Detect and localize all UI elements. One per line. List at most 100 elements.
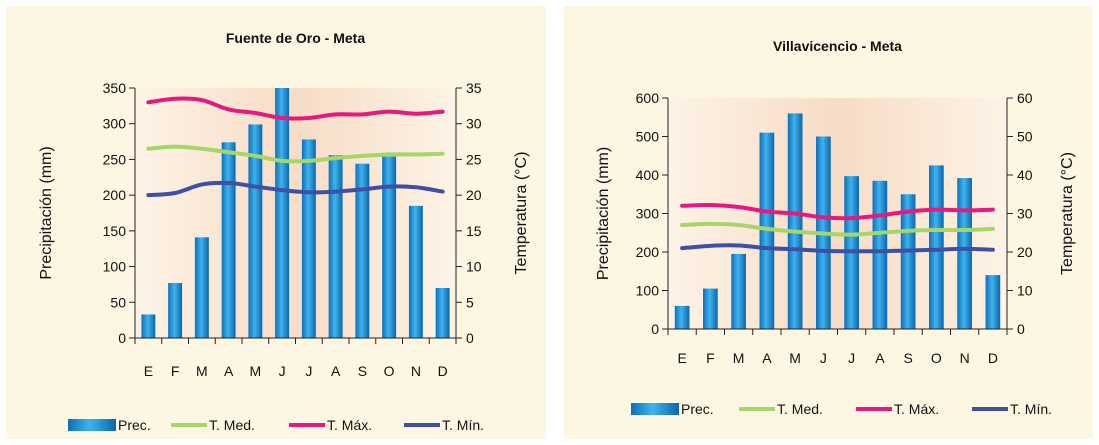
- left-tick-label: 50: [110, 294, 126, 310]
- legend-label-prec: Prec.: [118, 417, 151, 433]
- left-tick-label: 100: [103, 259, 127, 275]
- line-t-med: [146, 144, 445, 164]
- chart-title: Fuente de Oro - Meta: [226, 30, 365, 46]
- chart-svg: Fuente de Oro - Meta05010015020025030035…: [38, 30, 530, 433]
- chart-svg: Villavicencio - Meta 0 100 200 300 400 500 600 0…: [595, 38, 1076, 417]
- x-tick-label: O: [384, 363, 395, 379]
- right-tick-label: 30: [1017, 206, 1033, 222]
- precip-bar-11: [957, 178, 972, 329]
- plot-area: [668, 98, 1007, 329]
- line-t-med: [680, 221, 995, 237]
- left-tick-label: 200: [636, 244, 660, 260]
- x-tick-label: A: [762, 350, 772, 366]
- left-tick-label: 350: [103, 80, 127, 96]
- left-tick-label: 250: [103, 151, 127, 167]
- precip-bar-5: [248, 124, 263, 338]
- precip-bar-2: [703, 288, 718, 329]
- right-tick-label: 20: [1017, 244, 1033, 260]
- x-tick-label: J: [820, 350, 827, 366]
- legend-swatch-t-med: [171, 423, 207, 427]
- legend-label-t-max: T. Máx.: [327, 417, 372, 433]
- x-tick-label: N: [411, 363, 421, 379]
- left-tick-label: 600: [636, 90, 660, 106]
- chart-panel-villavicencio: Villavicencio - Meta 0 100 200 300 400 500 600 0…: [564, 6, 1093, 439]
- legend-label-t-med: T. Med.: [777, 401, 823, 417]
- line-t-min: [680, 243, 995, 254]
- line-t-max: [146, 96, 445, 121]
- y2-axis-label: Temperatura (°C): [513, 152, 530, 275]
- y-axis-label: Precipitación (mm): [38, 146, 55, 279]
- x-tick-label: J: [279, 363, 286, 379]
- precip-bar-5: [787, 113, 803, 330]
- left-tick-label: 150: [103, 223, 127, 239]
- legend-swatch-t-med: [739, 407, 775, 411]
- legend-swatch-t-min: [404, 423, 440, 427]
- left-tick-label: 100: [636, 283, 660, 299]
- x-tick-label: F: [706, 350, 715, 366]
- legend-label-prec: Prec.: [681, 401, 714, 417]
- right-tick-label: 40: [1017, 167, 1033, 183]
- x-tick-label: E: [144, 363, 153, 379]
- right-tick-label: 35: [466, 80, 482, 96]
- left-tick-label: 0: [118, 330, 126, 346]
- x-tick-label: S: [358, 363, 367, 379]
- precip-bar-6: [275, 88, 290, 338]
- right-tick-label: 20: [466, 187, 482, 203]
- x-tick-label: N: [960, 350, 970, 366]
- chart-panel-fuente-de-oro: Fuente de Oro - Meta 0 50 100 150 200 250 300 35…: [6, 6, 546, 439]
- line-t-min: [146, 180, 445, 198]
- left-tick-label: 0: [651, 321, 659, 337]
- x-tick-label: J: [848, 350, 855, 366]
- legend-swatch-prec: [631, 403, 679, 415]
- precip-bar-10: [382, 156, 397, 338]
- legend-label-t-min: T. Mín.: [1010, 401, 1052, 417]
- right-tick-label: 10: [1017, 283, 1033, 299]
- x-tick-label: M: [250, 363, 262, 379]
- right-tick-label: 10: [466, 259, 482, 275]
- precip-bar-8: [872, 180, 888, 329]
- line-t-max: [680, 203, 995, 221]
- legend-swatch-t-max: [856, 407, 892, 411]
- left-tick-label: 300: [636, 206, 660, 222]
- right-tick-label: 50: [1017, 129, 1033, 145]
- precip-bar-11: [408, 205, 423, 338]
- x-tick-label: J: [305, 363, 312, 379]
- x-tick-label: E: [677, 350, 686, 366]
- left-tick-label: 500: [636, 129, 660, 145]
- right-tick-label: 0: [466, 330, 474, 346]
- precip-bar-1: [141, 314, 156, 338]
- legend-swatch-t-min: [972, 407, 1008, 411]
- x-tick-label: D: [988, 350, 998, 366]
- precip-bar-12: [435, 288, 450, 338]
- precip-bar-10: [929, 165, 944, 329]
- x-tick-label: D: [438, 363, 448, 379]
- precip-bar-8: [328, 155, 343, 338]
- precip-bar-7: [301, 139, 316, 338]
- legend-label-t-min: T. Mín.: [442, 417, 484, 433]
- precip-bar-4: [221, 142, 236, 338]
- left-tick-label: 200: [103, 187, 127, 203]
- y2-axis-label: Temperatura (°C): [1059, 152, 1076, 275]
- x-tick-label: A: [224, 363, 234, 379]
- precip-bar-3: [731, 253, 746, 329]
- plot-area: [135, 88, 456, 338]
- y-axis-label: Precipitación (mm): [595, 147, 612, 280]
- legend-swatch-t-max: [289, 423, 325, 427]
- legend-label-t-med: T. Med.: [209, 417, 255, 433]
- precip-bar-1: [674, 305, 690, 329]
- left-tick-label: 400: [636, 167, 660, 183]
- precip-bar-9: [900, 194, 916, 329]
- x-tick-label: M: [196, 363, 208, 379]
- chart-title: Villavicencio - Meta: [773, 38, 902, 54]
- legend-label-t-max: T. Máx.: [894, 401, 939, 417]
- precip-bar-3: [194, 237, 209, 338]
- x-tick-label: M: [733, 350, 745, 366]
- left-tick-label: 300: [103, 116, 127, 132]
- right-tick-label: 60: [1017, 90, 1033, 106]
- precip-bar-12: [985, 275, 1001, 329]
- legend-swatch-prec: [68, 419, 116, 431]
- x-tick-label: M: [789, 350, 801, 366]
- right-tick-label: 5: [466, 294, 474, 310]
- x-tick-label: A: [875, 350, 885, 366]
- x-tick-label: O: [931, 350, 942, 366]
